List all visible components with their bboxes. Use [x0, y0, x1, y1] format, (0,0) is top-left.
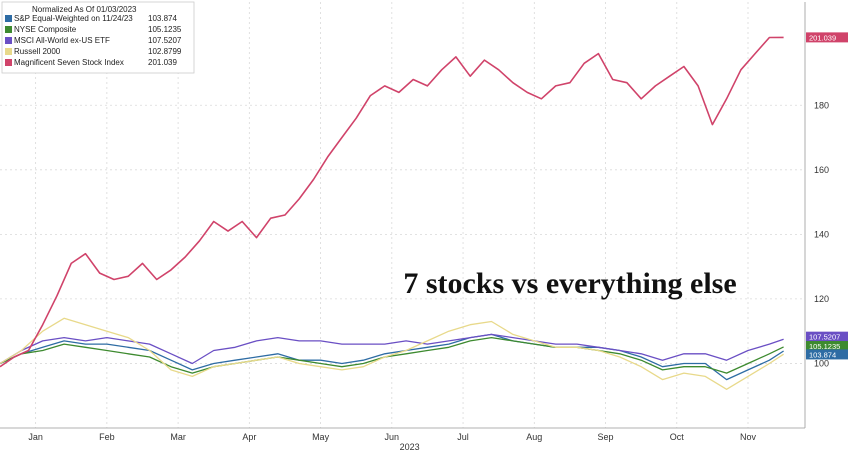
legend-label-0: S&P Equal-Weighted on 11/24/23 [14, 14, 133, 23]
value-badge-4 [806, 32, 848, 43]
x-tick-label: Apr [242, 432, 256, 442]
legend-value-4: 201.039 [148, 58, 177, 67]
series-lines [0, 36, 784, 390]
value-badge-text-4: 201.039 [809, 33, 836, 42]
legend-swatch-3 [5, 48, 12, 55]
axes: 100 120 140 160 180 Jan Feb Mar Apr May Jun Jul Aug S… [0, 2, 829, 452]
value-badge-0 [806, 349, 848, 360]
y-tick-label: 160 [814, 165, 829, 175]
x-tick-label: Oct [670, 432, 685, 442]
x-tick-label: Jan [28, 432, 43, 442]
value-badge-text-2: 107.5207 [809, 333, 840, 342]
legend-label-1: NYSE Composite [14, 25, 77, 34]
x-tick-label: Mar [170, 432, 186, 442]
legend-swatch-4 [5, 59, 12, 66]
x-tick-label: Jun [385, 432, 400, 442]
series-line-2 [0, 333, 784, 365]
x-tick-label: Nov [740, 432, 757, 442]
y-tick-label: 120 [814, 294, 829, 304]
x-axis-label: 2023 [400, 442, 420, 452]
gridlines [0, 2, 805, 428]
legend-label-2: MSCI All-World ex-US ETF [14, 36, 110, 45]
series-line-4 [0, 36, 784, 368]
legend-box [1, 1, 195, 74]
series-line-0 [0, 333, 784, 381]
x-tick-label: Sep [598, 432, 614, 442]
value-badge-text-1: 105.1235 [809, 342, 840, 351]
value-badge-1 [806, 341, 848, 352]
legend-swatch-2 [5, 37, 12, 44]
series-line-3 [0, 317, 784, 390]
chart-annotation: 7 stocks vs everything else [403, 267, 736, 300]
x-tick-label: Jul [457, 432, 469, 442]
value-badge-text-0: 103.874 [809, 350, 836, 359]
y-tick-label: 100 [814, 358, 829, 368]
x-tick-label: May [312, 432, 330, 442]
y-tick-label: 140 [814, 229, 829, 239]
legend-swatch-1 [5, 26, 12, 33]
legend-value-0: 103.874 [148, 14, 177, 23]
y-tick-label: 180 [814, 100, 829, 110]
legend-header: Normalized As Of 01/03/2023 [32, 5, 137, 14]
legend-value-2: 107.5207 [148, 36, 182, 45]
x-tick-label: Aug [526, 432, 542, 442]
legend-swatch-0 [5, 15, 12, 22]
legend: Normalized As Of 01/03/2023 S&P Equal-We… [1, 1, 195, 74]
legend-label-4: Magnificent Seven Stock Index [14, 58, 124, 67]
legend-label-3: Russell 2000 [14, 47, 61, 56]
legend-value-3: 102.8799 [148, 47, 182, 56]
legend-value-1: 105.1235 [148, 25, 182, 34]
value-badge-2 [806, 331, 848, 342]
legend-entries: S&P Equal-Weighted on 11/24/23 103.874 NYS… [5, 14, 182, 67]
x-tick-label: Feb [99, 432, 115, 442]
series-line-1 [0, 336, 784, 374]
